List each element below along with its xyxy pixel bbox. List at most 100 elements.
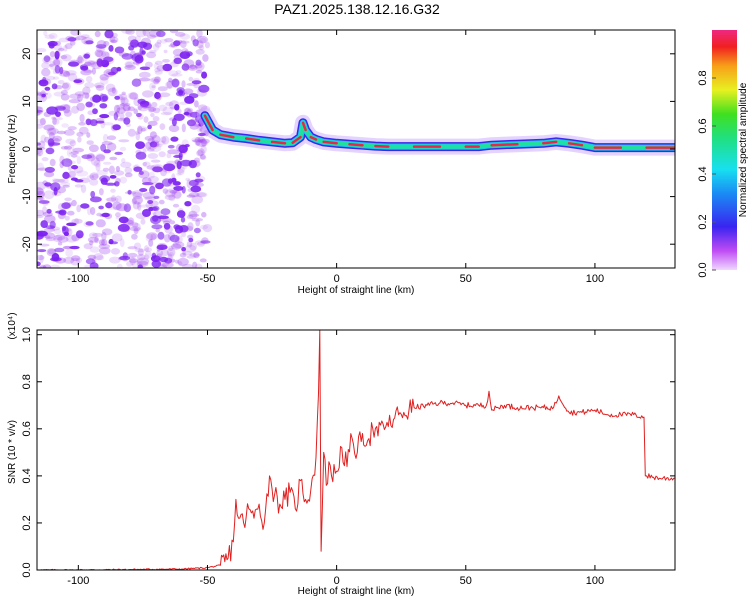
spectrogram-noise-blob: [121, 158, 126, 164]
spectrogram-x-axis: -100 -50 0 50 100: [67, 30, 604, 285]
spectrogram-noise-blob: [196, 35, 209, 44]
spectrogram-noise-blob: [146, 165, 157, 170]
spectrogram-noise-blob: [144, 245, 149, 252]
spectrogram-y-tick-label: -20: [21, 236, 33, 252]
spectrogram-noise-blob: [87, 206, 92, 216]
spectrogram-x-tick-label: 100: [586, 273, 604, 285]
spectrogram-noise-blob: [162, 63, 173, 72]
spectrogram-noise-blob: [132, 201, 140, 210]
spectrogram-noise-blob: [43, 190, 55, 200]
spectrogram-noise-blob: [161, 262, 174, 268]
spectrogram-noise-blob: [84, 92, 90, 100]
spectrogram-noise-blob: [85, 221, 94, 226]
spectrogram-noise-blob: [116, 263, 123, 268]
spectrogram-noise-blob: [150, 164, 162, 173]
spectrogram-noise-blob: [147, 124, 152, 130]
spectrogram-noise-blob: [143, 116, 149, 123]
spectrogram-noise-blob: [177, 165, 185, 174]
spectrogram-noise-blob: [63, 45, 68, 52]
spectrogram-noise-blob: [142, 90, 154, 98]
spectrogram-noise-blob: [54, 247, 65, 253]
spectrogram-noise-blob: [52, 76, 60, 80]
spectrogram-noise-blob: [120, 102, 131, 107]
spectrogram-noise-blob: [166, 160, 177, 166]
spectrogram-noise-blob: [170, 42, 177, 48]
snr-x-label: Height of straight line (km): [298, 586, 415, 597]
spectrogram-noise-blob: [179, 40, 187, 48]
spectrogram-noise-blob: [163, 49, 168, 54]
snr-x-tick-label: -100: [67, 575, 89, 587]
spectrogram-noise-blob: [79, 113, 85, 123]
spectrogram-noise-blob: [115, 165, 120, 173]
spectrogram-ridge-core: [348, 142, 364, 147]
spectrogram-noise-blob: [63, 256, 75, 264]
spectrogram-noise-blob: [68, 99, 81, 104]
spectrogram-noise-blob: [84, 60, 96, 66]
spectrogram-noise-blob: [193, 83, 200, 89]
spectrogram-noise-blob: [198, 84, 210, 93]
spectrogram-noise-blob: [80, 34, 90, 39]
spectrogram-noise-blob: [115, 212, 121, 218]
spectrogram-noise-blob: [201, 71, 208, 79]
spectrogram-noise-blob: [144, 250, 152, 259]
spectrogram-noise-blob: [168, 124, 180, 133]
spectrogram-noise-blob: [60, 55, 68, 60]
spectrogram-noise-blob: [64, 129, 75, 136]
spectrogram-noise-blob: [131, 233, 138, 240]
spectrogram-noise-blob: [177, 257, 189, 266]
spectrogram-noise-blob: [95, 50, 107, 58]
spectrogram-noise-blob: [160, 249, 169, 257]
spectrogram-noise-blob: [128, 258, 139, 263]
spectrogram-noise-blob: [176, 87, 185, 94]
spectrogram-marks: [37, 30, 675, 268]
spectrogram-noise-blob: [137, 125, 143, 135]
spectrogram-noise-blob: [179, 225, 189, 233]
spectrogram-ridge-core: [270, 140, 287, 145]
spectrogram-noise-blob: [83, 40, 88, 45]
spectrogram-noise-blob: [63, 109, 72, 117]
spectrogram-noise-blob: [152, 205, 160, 212]
spectrogram-noise-blob: [67, 210, 75, 216]
spectrogram-noise-blob: [49, 51, 56, 58]
spectrogram-noise-blob: [41, 93, 46, 98]
spectrogram-noise-blob: [47, 40, 58, 47]
spectrogram-noise-blob: [39, 117, 46, 126]
spectrogram-ridge-core: [219, 133, 235, 139]
spectrogram-noise-blob: [109, 156, 118, 161]
spectrogram-noise-blob: [37, 162, 44, 172]
spectrogram-noise-blob: [91, 67, 96, 75]
spectrogram-noise-blob: [58, 47, 65, 52]
spectrogram-noise-blob: [191, 204, 201, 214]
spectrogram-noise-blob: [127, 106, 135, 112]
spectrogram-noise-blob: [102, 133, 109, 143]
spectrogram-noise-blob: [65, 234, 77, 243]
spectrogram-noise-blob: [41, 157, 49, 162]
spectrogram-noise-blob: [110, 124, 118, 132]
spectrogram-noise-blob: [59, 155, 65, 164]
spectrogram-noise-blob: [158, 199, 165, 205]
spectrogram-noise-blob: [164, 189, 176, 198]
snr-frame: [36, 329, 676, 571]
spectrogram-noise-blob: [162, 106, 173, 115]
spectrogram-noise-blob: [95, 117, 105, 124]
spectrogram-noise-blob: [52, 135, 62, 142]
spectrogram-noise-blob: [68, 151, 79, 155]
spectrogram-noise-blob: [138, 171, 144, 175]
spectrogram-noise-blob: [174, 104, 180, 111]
spectrogram-noise-blob: [163, 222, 171, 230]
spectrogram-noise-blob: [139, 100, 150, 108]
spectrogram-noise-blob: [189, 64, 196, 70]
spectrogram-noise-blob: [47, 138, 55, 147]
spectrogram-noise-blob: [187, 187, 196, 193]
spectrogram-noise-blob: [196, 150, 204, 157]
spectrogram-noise-blob: [165, 101, 174, 107]
spectrogram-noise-blob: [98, 205, 104, 210]
spectrogram-noise-blob: [175, 70, 182, 75]
spectrogram-noise-blob: [131, 198, 137, 205]
spectrogram-noise-blob: [173, 113, 185, 122]
colorbar-tick-label: 0.8: [697, 70, 709, 85]
spectrogram-noise-blob: [53, 186, 58, 196]
spectrogram-noise-blob: [182, 91, 188, 99]
spectrogram-noise-blob: [54, 50, 61, 57]
spectrogram-noise-blob: [40, 264, 46, 268]
